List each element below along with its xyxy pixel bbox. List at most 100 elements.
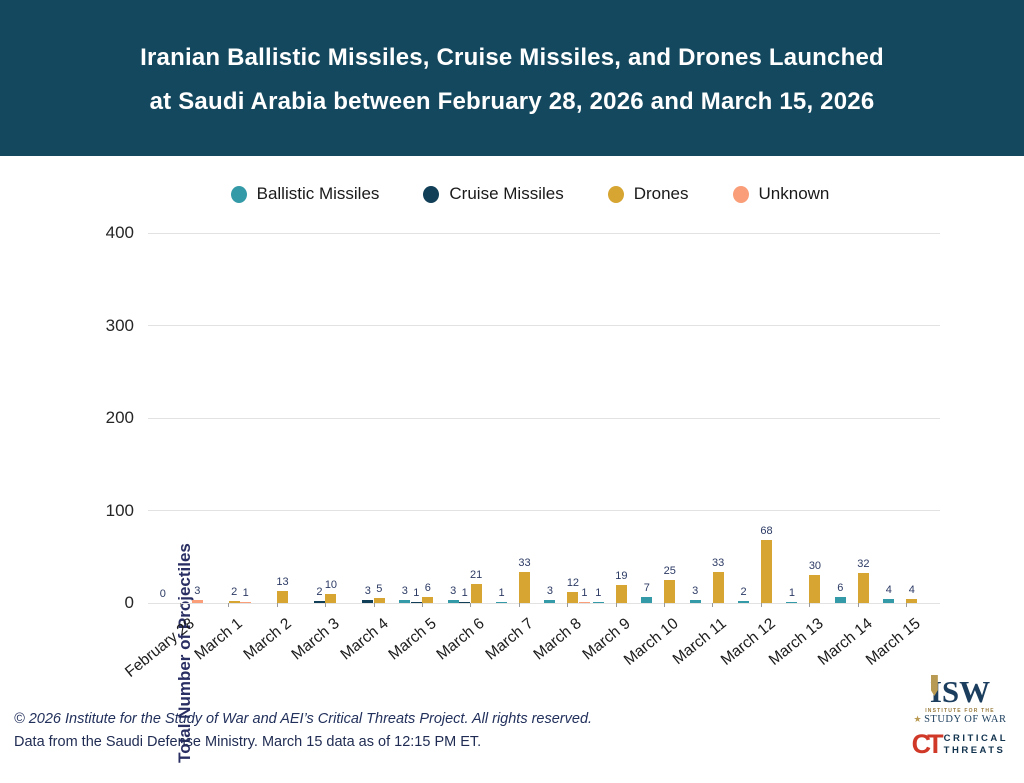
x-tick: [615, 603, 617, 607]
x-tick: [422, 603, 423, 607]
bar-cruise-missiles: [410, 602, 422, 603]
y-tick-label: 200: [105, 408, 134, 427]
bar-drones: [615, 585, 627, 603]
bar-value-label: 13: [276, 575, 289, 588]
gridline-200: [148, 417, 940, 419]
bar-drones: [519, 572, 531, 603]
ct-wordmark: CRITICAL THREATS: [944, 733, 1008, 757]
isw-subtitle-line1: INSTITUTE FOR THE: [925, 708, 995, 714]
legend-item-drones: Drones: [607, 184, 689, 204]
bar-value-label: 7: [643, 581, 650, 594]
x-tick: [906, 603, 907, 607]
bar-value-label: 33: [712, 557, 725, 570]
chart-legend: Ballistic Missiles Cruise Missiles Drones U…: [150, 184, 910, 204]
x-tick: [712, 603, 714, 607]
gridline-100: [148, 510, 940, 511]
bar-ballistic-missiles: [592, 602, 604, 603]
bar-drones: [761, 540, 773, 603]
bar-value-label: 1: [242, 587, 249, 600]
y-tick-label: 0: [124, 593, 134, 612]
bar-ballistic-missiles: [399, 600, 411, 603]
bar-value-label: 12: [566, 576, 580, 589]
bar-value-label: 6: [424, 582, 431, 595]
ct-word-threats: THREATS: [943, 744, 1006, 756]
bar-value-label: 1: [413, 587, 420, 600]
bar-ballistic-missiles: [883, 599, 895, 603]
bar-drones: [325, 593, 337, 603]
x-tick: [325, 603, 327, 607]
legend-label: Unknown: [758, 184, 830, 203]
bar-value-label: 2: [231, 586, 238, 599]
bar-ballistic-missiles: [641, 596, 653, 603]
bar-unknown: [191, 600, 203, 603]
bar-drones: [809, 575, 821, 603]
x-tick: [664, 603, 665, 607]
x-tick: [567, 603, 569, 607]
bar-value-label: 6: [837, 582, 844, 595]
bar-value-label: 68: [760, 525, 773, 538]
bar-value-label: 19: [615, 570, 628, 583]
bar-drones: [422, 597, 434, 603]
x-tick: [518, 603, 520, 607]
legend-marker-icon: [230, 185, 247, 203]
bar-unknown: [578, 602, 590, 603]
data-source-text: Data from the Saudi Defense Ministry. Ma…: [14, 734, 482, 750]
y-tick-label: 400: [105, 223, 134, 242]
x-tick: [180, 603, 181, 607]
bar-value-label: 1: [498, 587, 505, 600]
x-tick: [809, 603, 811, 607]
title-banner: Iranian Ballistic Missiles, Cruise Missi…: [0, 0, 1024, 156]
isw-ribbon-icon: [930, 675, 938, 696]
legend-item-ballistic-missiles: Ballistic Missiles: [230, 184, 380, 204]
bar-drones: [906, 599, 918, 603]
chart-title-line1: Iranian Ballistic Missiles, Cruise Missi…: [140, 44, 884, 71]
legend-marker-icon: [423, 185, 440, 203]
x-tick: [857, 603, 859, 607]
bar-ballistic-missiles: [689, 600, 701, 603]
bar-value-label: 3: [364, 585, 371, 598]
ct-word-critical: CRITICAL: [943, 732, 1008, 744]
bar-ballistic-missiles: [834, 597, 846, 603]
bar-ballistic-missiles: [738, 601, 750, 603]
bar-drones: [277, 590, 289, 603]
legend-item-unknown: Unknown: [732, 184, 830, 204]
x-tick: [228, 603, 230, 607]
bar-drones: [857, 573, 869, 603]
bar-cruise-missiles: [313, 601, 325, 603]
isw-subtitle-line2: ★ STUDY OF WAR: [913, 714, 1007, 725]
bar-value-label: 2: [740, 586, 747, 599]
critical-threats-logo: CT CRITICAL THREATS: [912, 731, 1008, 758]
bar-value-label: 3: [546, 585, 553, 598]
bar-value-label: 1: [581, 587, 588, 600]
legend-label: Drones: [633, 184, 689, 203]
bar-value-label: 2: [316, 586, 323, 599]
copyright-text: © 2026 Institute for the Study of War an…: [14, 711, 593, 727]
bar-value-label: 3: [450, 585, 457, 598]
chart-title-line2: at Saudi Arabia between February 28, 202…: [149, 88, 875, 115]
legend-label: Ballistic Missiles: [256, 184, 380, 203]
bar-value-label: 4: [908, 584, 915, 597]
bar-value-label: 5: [376, 583, 383, 596]
bar-ballistic-missiles: [496, 602, 508, 603]
isw-acronym-text: ISW: [929, 674, 991, 709]
bar-value-label: 3: [401, 585, 408, 598]
y-tick-label: 300: [105, 315, 134, 335]
bar-value-label: 10: [324, 578, 338, 591]
ct-acronym-text: CT: [911, 729, 944, 759]
bar-value-label: 3: [692, 585, 699, 598]
bar-value-label: 33: [518, 557, 531, 570]
bar-drones: [228, 601, 240, 603]
bar-unknown: [240, 602, 252, 603]
bar-value-label: 25: [663, 564, 676, 577]
isw-logo: ISW INSTITUTE FOR THE ★ STUDY OF WAR: [910, 674, 1010, 725]
bar-ballistic-missiles: [447, 600, 459, 603]
bar-drones: [373, 598, 385, 603]
bar-ballistic-missiles: [544, 600, 556, 603]
bar-value-label: 0: [159, 588, 166, 600]
bar-ballistic-missiles: [786, 602, 798, 603]
x-tick: [276, 603, 278, 607]
bar-value-label: 1: [595, 587, 602, 600]
y-tick-label: 100: [105, 500, 134, 520]
gridline-400: [148, 232, 940, 234]
bar-value-label: 21: [470, 568, 483, 581]
